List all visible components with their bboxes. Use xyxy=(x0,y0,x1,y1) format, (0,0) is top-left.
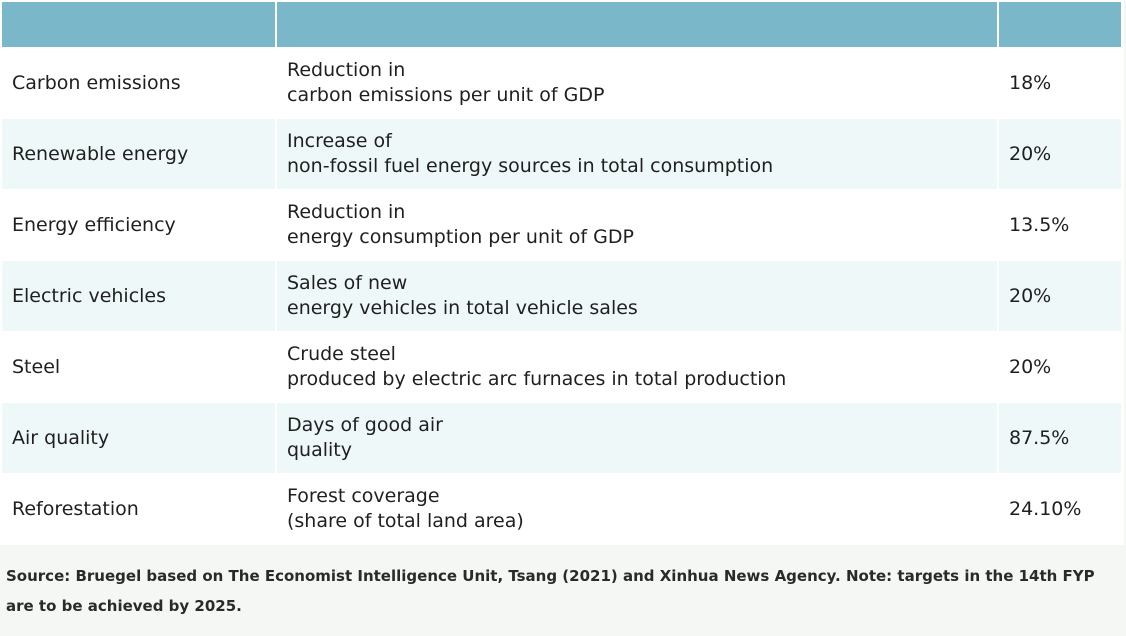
row-description: Crude steel produced by electric arc fur… xyxy=(277,332,997,402)
table-header-row xyxy=(0,0,1122,47)
row-description-line: carbon emissions per unit of GDP xyxy=(287,84,605,106)
row-label: Electric vehicles xyxy=(2,261,275,331)
row-description-line: produced by electric arc furnaces in tot… xyxy=(287,368,787,390)
row-value: 20% xyxy=(999,332,1121,402)
table-row: Reforestation Forest coverage (share of … xyxy=(2,474,1121,544)
row-value: 24.10% xyxy=(999,474,1121,544)
row-value: 18% xyxy=(999,48,1121,118)
table-row: Carbon emissions Reduction in carbon emi… xyxy=(2,48,1121,118)
row-description: Reduction in carbon emissions per unit o… xyxy=(277,48,997,118)
table-header-cell-indicator xyxy=(2,2,275,47)
row-value: 20% xyxy=(999,261,1121,331)
row-label: Carbon emissions xyxy=(2,48,275,118)
row-label: Reforestation xyxy=(2,474,275,544)
row-description: Forest coverage (share of total land are… xyxy=(277,474,997,544)
row-description-line: Reduction in xyxy=(287,201,406,223)
row-description: Reduction in energy consumption per unit… xyxy=(277,190,997,260)
row-label: Renewable energy xyxy=(2,119,275,189)
row-description-line: energy consumption per unit of GDP xyxy=(287,226,634,248)
table-header-cell-value xyxy=(999,2,1121,47)
row-label: Air quality xyxy=(2,403,275,473)
row-description-line: Days of good air xyxy=(287,414,443,436)
row-description: Sales of new energy vehicles in total ve… xyxy=(277,261,997,331)
row-description: Increase of non-fossil fuel energy sourc… xyxy=(277,119,997,189)
table-header-cell-target xyxy=(277,2,997,47)
row-description-line: energy vehicles in total vehicle sales xyxy=(287,297,638,319)
row-description-line: non-fossil fuel energy sources in total … xyxy=(287,155,774,177)
table-row: Energy efficiency Reduction in energy co… xyxy=(2,190,1121,260)
row-label: Energy efficiency xyxy=(2,190,275,260)
row-description-line: quality xyxy=(287,439,352,461)
source-note: Source: Bruegel based on The Economist I… xyxy=(6,567,1095,615)
row-description-line: Crude steel xyxy=(287,343,396,365)
table-body: Carbon emissions Reduction in carbon emi… xyxy=(0,48,1122,544)
row-value: 87.5% xyxy=(999,403,1121,473)
row-description-line: Sales of new xyxy=(287,272,408,294)
row-description-line: Increase of xyxy=(287,130,392,152)
table-row: Electric vehicles Sales of new energy ve… xyxy=(2,261,1121,331)
table-row: Steel Crude steel produced by electric a… xyxy=(2,332,1121,402)
row-description: Days of good air quality xyxy=(277,403,997,473)
row-value: 13.5% xyxy=(999,190,1121,260)
row-value: 20% xyxy=(999,119,1121,189)
row-description-line: Forest coverage xyxy=(287,485,440,507)
targets-table: Carbon emissions Reduction in carbon emi… xyxy=(0,0,1124,545)
row-label: Steel xyxy=(2,332,275,402)
row-description-line: (share of total land area) xyxy=(287,510,524,532)
row-description-line: Reduction in xyxy=(287,59,406,81)
table-row: Air quality Days of good air quality 87.… xyxy=(2,403,1121,473)
table-row: Renewable energy Increase of non-fossil … xyxy=(2,119,1121,189)
